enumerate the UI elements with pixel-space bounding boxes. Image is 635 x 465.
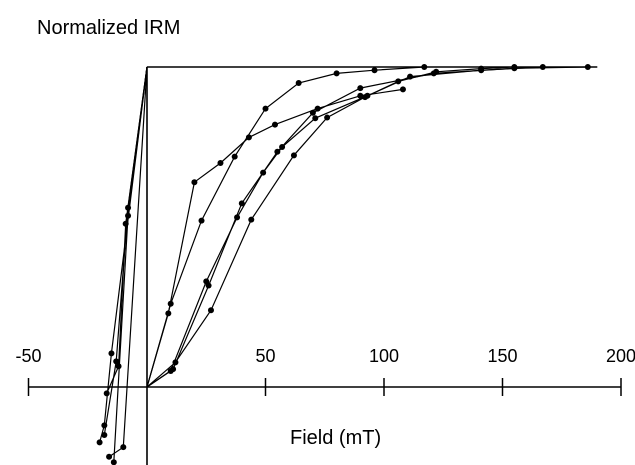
data-point <box>120 444 127 451</box>
data-point <box>357 85 364 92</box>
series-4 <box>103 64 546 397</box>
data-point <box>333 70 340 77</box>
data-point <box>324 114 331 121</box>
data-point <box>395 78 402 85</box>
x-tick-label-150: 150 <box>487 346 517 366</box>
tick-labels: -50 50 100 150 200 <box>15 346 635 366</box>
data-point <box>106 453 113 460</box>
data-point <box>279 144 286 150</box>
data-point <box>295 80 302 86</box>
series-3-positive-line <box>146 66 588 388</box>
x-tick-label-50: 50 <box>255 346 275 366</box>
data-point <box>478 65 485 72</box>
data-point <box>309 109 316 116</box>
data-point <box>96 439 103 446</box>
data-point <box>115 363 122 370</box>
series-5-negative-line <box>113 66 148 463</box>
data-point <box>511 64 518 70</box>
data-point <box>198 217 205 224</box>
series-2-positive-line <box>146 66 425 388</box>
data-point <box>433 68 440 75</box>
x-tick-label-100: 100 <box>369 346 399 366</box>
data-point <box>231 153 238 160</box>
data-point <box>191 179 198 186</box>
data-point <box>312 115 319 122</box>
data-point <box>274 148 281 155</box>
data-point <box>103 390 110 397</box>
data-point <box>290 152 297 159</box>
series-group <box>96 64 591 465</box>
data-point <box>101 432 108 438</box>
x-tick-label--50: -50 <box>15 346 41 366</box>
x-tick-label-200: 200 <box>606 346 635 366</box>
data-point <box>234 214 241 221</box>
data-point <box>172 359 179 366</box>
series-4-positive-line <box>146 66 543 388</box>
data-point <box>248 216 255 223</box>
y-axis-label: Normalized IRM <box>37 17 180 39</box>
data-point <box>238 200 245 207</box>
data-point <box>203 278 210 285</box>
series-1-positive-line <box>146 88 404 388</box>
data-point <box>399 86 406 93</box>
data-point <box>260 169 267 176</box>
series-5 <box>110 64 518 465</box>
data-point <box>167 368 174 374</box>
series-3-negative-line <box>108 66 148 458</box>
data-point <box>371 67 378 74</box>
data-point <box>539 64 546 70</box>
data-point <box>207 307 214 314</box>
data-point <box>271 121 278 128</box>
series-5-positive-line <box>146 66 515 388</box>
x-axis-label: Field (mT) <box>290 427 381 449</box>
data-point <box>584 64 591 70</box>
data-point <box>167 300 174 307</box>
data-point <box>125 212 132 219</box>
data-point <box>421 64 428 70</box>
data-point <box>357 92 364 99</box>
data-point <box>362 94 369 101</box>
data-point <box>110 459 117 465</box>
data-point <box>108 350 115 357</box>
data-point <box>262 105 269 112</box>
data-point <box>217 160 224 166</box>
series-2 <box>101 64 428 438</box>
series-4-negative-line <box>106 66 148 394</box>
data-point <box>113 358 120 365</box>
